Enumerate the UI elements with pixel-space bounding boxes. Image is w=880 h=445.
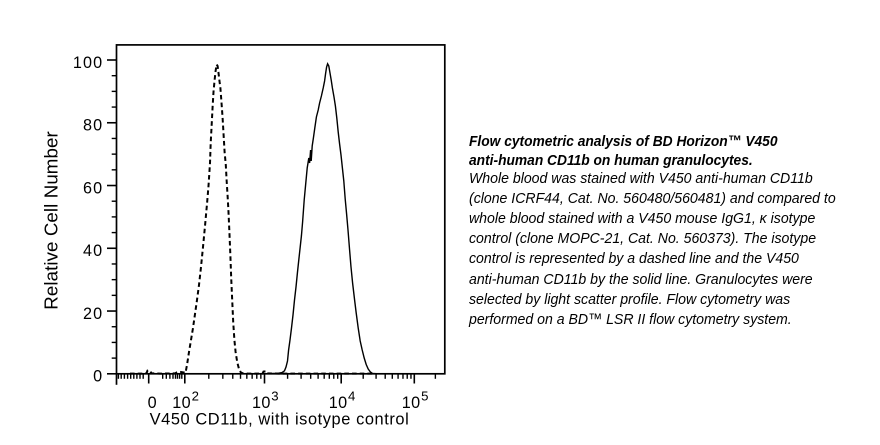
svg-text:10: 10 bbox=[402, 394, 421, 412]
svg-text:40: 40 bbox=[83, 242, 103, 260]
svg-text:V450 CD11b, with isotype contr: V450 CD11b, with isotype control bbox=[150, 410, 410, 428]
svg-text:60: 60 bbox=[83, 179, 103, 197]
svg-text:0: 0 bbox=[93, 368, 103, 386]
svg-text:4: 4 bbox=[348, 388, 355, 403]
svg-text:20: 20 bbox=[83, 305, 103, 323]
svg-text:0: 0 bbox=[148, 394, 157, 412]
svg-text:80: 80 bbox=[83, 117, 103, 135]
svg-text:10: 10 bbox=[329, 394, 348, 412]
svg-text:3: 3 bbox=[271, 388, 278, 403]
svg-text:5: 5 bbox=[421, 388, 428, 403]
svg-text:100: 100 bbox=[73, 54, 103, 72]
svg-text:2: 2 bbox=[192, 388, 199, 403]
svg-text:10: 10 bbox=[252, 394, 271, 412]
svg-text:10: 10 bbox=[172, 394, 191, 412]
svg-text:Relative Cell Number: Relative Cell Number bbox=[40, 131, 61, 310]
